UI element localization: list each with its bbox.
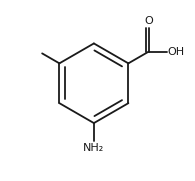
Text: O: O xyxy=(144,16,153,26)
Text: NH₂: NH₂ xyxy=(83,143,105,153)
Text: OH: OH xyxy=(168,47,185,57)
